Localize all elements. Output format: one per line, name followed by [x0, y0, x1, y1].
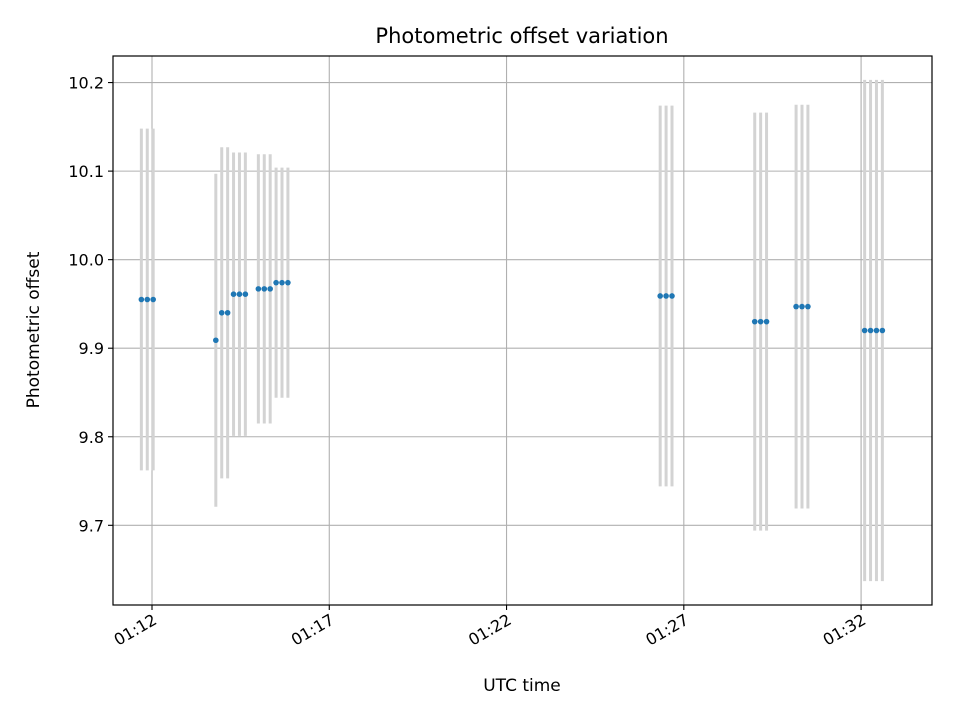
data-point [267, 286, 273, 292]
data-point [663, 293, 669, 299]
data-point [757, 318, 764, 325]
plot-area-frame [112, 55, 933, 606]
data-point [150, 296, 156, 303]
data-point [805, 303, 811, 310]
data-point [213, 337, 219, 344]
data-point [799, 303, 805, 310]
data-point [879, 327, 886, 334]
data-point [285, 279, 291, 286]
data-point [279, 279, 285, 286]
data-point [873, 327, 880, 334]
data-point [218, 309, 225, 316]
data-point [273, 279, 279, 286]
data-point [230, 291, 237, 297]
y-tick-label: 9.7 [79, 516, 104, 535]
data-point [242, 291, 249, 297]
data-point [138, 296, 145, 303]
data-point [793, 303, 799, 310]
data-point [657, 293, 663, 299]
y-axis-label: Photometric offset [24, 251, 44, 408]
y-tick-label: 9.9 [79, 339, 104, 358]
chart-title: Photometric offset variation [375, 24, 668, 48]
data-point [224, 309, 231, 316]
data-point [144, 296, 151, 303]
data-point [751, 318, 758, 325]
point-layer [138, 279, 886, 344]
data-point [861, 327, 868, 334]
data-point [669, 293, 675, 299]
data-point [261, 286, 268, 292]
y-tick-label: 10.1 [68, 162, 104, 181]
y-tick-label: 9.8 [79, 428, 104, 447]
data-point [236, 291, 243, 297]
x-axis-label: UTC time [483, 676, 561, 696]
y-tick-label: 10.2 [68, 74, 104, 93]
y-tick-label: 10.0 [68, 251, 104, 270]
data-point [763, 318, 770, 325]
data-point [867, 327, 874, 334]
grid-layer [113, 56, 932, 605]
data-point [255, 286, 262, 292]
